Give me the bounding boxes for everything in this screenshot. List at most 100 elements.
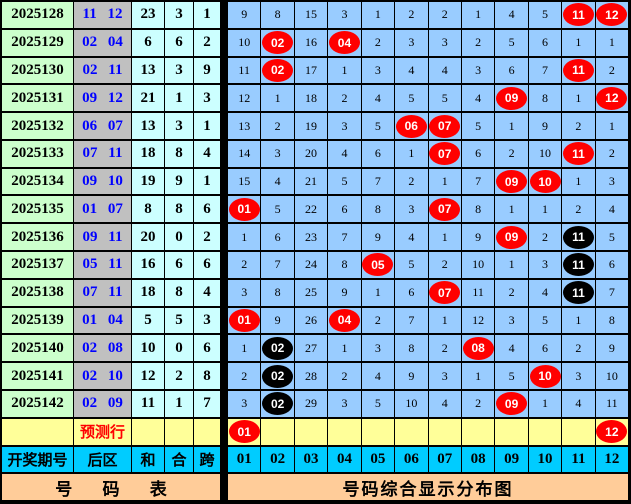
miss-count-cell: 4	[361, 363, 396, 391]
miss-count-cell: 9	[528, 113, 563, 141]
miss-count-cell: 15	[294, 2, 329, 30]
miss-count-cell: 8	[261, 279, 295, 308]
period-cell: 2025140	[2, 335, 74, 364]
vertical-divider	[221, 335, 228, 364]
span-cell: 3	[194, 85, 221, 114]
drawn-number-ball: 07	[429, 197, 461, 221]
sum-cell: 16	[132, 252, 165, 280]
zone-numbers-cell: 06 07	[74, 113, 132, 141]
header-number-cell: 03	[294, 446, 329, 475]
prediction-span-cell	[194, 418, 221, 447]
miss-count-cell: 11	[562, 252, 596, 280]
miss-count-cell: 2	[461, 390, 496, 419]
miss-count-cell: 04	[328, 29, 362, 58]
miss-count-cell: 12	[228, 85, 262, 114]
table-row: 2025130 02 11 13 3 9 11 02 17 1 3 4 4 3 6 7 11 2	[2, 57, 630, 86]
table-row: 2025136 09 11 20 0 2 1 6 23 7 9 4 1 9 09 2 11 5	[2, 224, 630, 253]
vertical-divider	[221, 363, 228, 391]
miss-count-cell: 7	[595, 279, 630, 308]
drawn-number-ball: 09	[496, 170, 528, 194]
miss-count-cell: 3	[595, 168, 630, 197]
miss-count-cell: 6	[461, 140, 496, 169]
miss-count-cell: 5	[528, 2, 563, 30]
drawn-number-ball: 12	[596, 3, 628, 27]
repeat-number-ball: 11	[562, 253, 594, 277]
drawn-number-ball: 05	[362, 253, 394, 277]
miss-count-cell: 7	[395, 307, 429, 336]
miss-count-cell: 3	[461, 57, 496, 86]
period-cell: 2025142	[2, 390, 74, 419]
combine-cell: 0	[165, 224, 194, 253]
span-cell: 8	[194, 363, 221, 391]
table-row: 2025138 07 11 18 8 4 3 8 25 9 1 6 07 11 2 4 11 7	[2, 279, 630, 308]
zone-numbers-cell: 02 10	[74, 363, 132, 391]
miss-count-cell: 20	[294, 140, 329, 169]
table-row: 2025128 11 12 23 3 1 9 8 15 3 1 2 2 1 4 5 11 12	[2, 2, 630, 30]
vertical-divider	[221, 390, 228, 419]
period-cell: 2025137	[2, 252, 74, 280]
span-cell: 2	[194, 224, 221, 253]
header-zone-label: 后区	[87, 452, 118, 469]
vertical-divider	[221, 446, 228, 475]
miss-count-cell: 5	[361, 390, 396, 419]
vertical-divider	[221, 113, 228, 141]
drawn-number-ball: 10	[529, 170, 561, 194]
miss-count-cell: 11	[595, 390, 630, 419]
miss-count-cell: 10	[595, 363, 630, 391]
period-cell: 2025138	[2, 279, 74, 308]
miss-count-cell: 7	[461, 168, 496, 197]
header-number-cell: 06	[395, 446, 429, 475]
miss-count-cell: 2	[562, 113, 596, 141]
miss-count-cell: 2	[395, 168, 429, 197]
period-cell: 2025130	[2, 57, 74, 86]
miss-count-cell: 9	[228, 2, 262, 30]
miss-count-cell: 07	[428, 140, 462, 169]
header-number-cell: 01	[228, 446, 262, 475]
span-cell: 9	[194, 57, 221, 86]
sum-cell: 13	[132, 57, 165, 86]
table-row: 2025141 02 10 12 2 8 2 02 28 2 4 9 3 1 5 10 3 10	[2, 363, 630, 391]
miss-count-cell: 10	[528, 168, 563, 197]
vertical-divider	[221, 2, 228, 30]
miss-count-cell: 6	[595, 252, 630, 280]
vertical-divider	[221, 279, 228, 308]
miss-count-cell: 1	[528, 390, 563, 419]
miss-count-cell: 1	[595, 113, 630, 141]
miss-count-cell: 3	[261, 140, 295, 169]
zone-numbers-cell: 05 11	[74, 252, 132, 280]
miss-count-cell: 6	[495, 57, 529, 86]
sum-cell: 8	[132, 196, 165, 225]
table-row: 2025129 02 04 6 6 2 10 02 16 04 2 3 3 2 5 6 1 1	[2, 29, 630, 58]
drawn-number-ball: 07	[429, 142, 461, 166]
miss-count-cell: 08	[461, 335, 496, 364]
miss-count-cell: 1	[562, 307, 596, 336]
miss-count-cell: 4	[395, 224, 429, 253]
footer-left-cell: 号 码 表	[2, 474, 221, 503]
miss-count-cell: 10	[228, 29, 262, 58]
header-combine-label: 合	[171, 452, 187, 469]
combine-cell: 6	[165, 252, 194, 280]
vertical-divider	[221, 418, 228, 447]
repeat-number-ball: 02	[262, 336, 294, 360]
repeat-number-ball: 02	[262, 392, 294, 416]
miss-count-cell: 3	[361, 57, 396, 86]
sum-cell: 11	[132, 390, 165, 419]
drawn-number-ball: 04	[328, 308, 360, 332]
header-period: 开奖期号	[2, 446, 74, 475]
drawn-number-ball: 01	[228, 420, 260, 444]
miss-count-cell: 18	[294, 85, 329, 114]
drawn-number-ball: 07	[429, 281, 461, 305]
header-number-cell: 02	[261, 446, 295, 475]
miss-count-cell: 4	[528, 279, 563, 308]
miss-count-cell: 4	[395, 57, 429, 86]
period-cell: 2025139	[2, 307, 74, 336]
miss-count-cell: 25	[294, 279, 329, 308]
miss-count-cell: 29	[294, 390, 329, 419]
drawn-number-ball: 04	[328, 31, 360, 55]
combine-cell: 8	[165, 196, 194, 225]
zone-numbers-cell: 02 04	[74, 29, 132, 58]
vertical-divider	[221, 57, 228, 86]
combine-cell: 1	[165, 390, 194, 419]
miss-count-cell: 06	[395, 113, 429, 141]
